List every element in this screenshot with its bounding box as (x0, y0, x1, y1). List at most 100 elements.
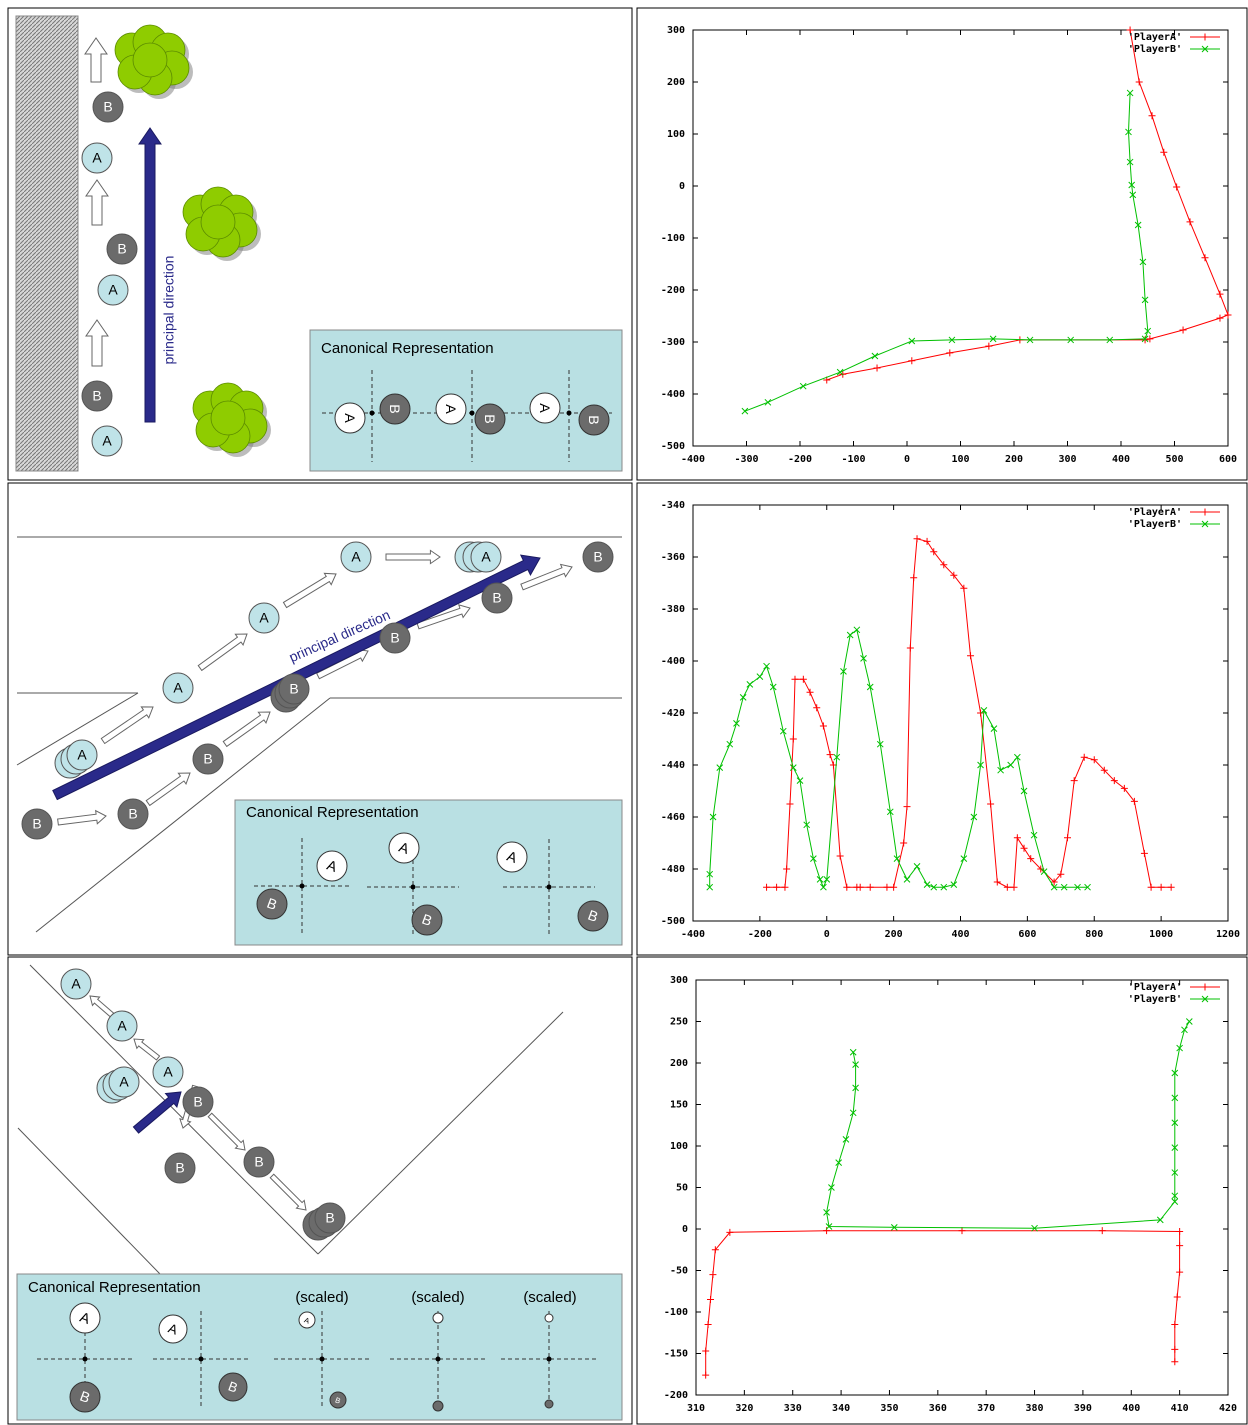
point-marker (1136, 79, 1143, 86)
y-tick-label: 0 (679, 181, 685, 192)
point-marker (1173, 184, 1180, 191)
point-marker (843, 884, 850, 891)
point-marker (977, 710, 984, 717)
tree (211, 401, 245, 435)
point-marker (1158, 884, 1165, 891)
point-marker (781, 884, 788, 891)
y-tick-label: -400 (661, 656, 685, 667)
point-marker (1021, 845, 1028, 852)
point-marker (1225, 311, 1232, 318)
point-marker (1180, 327, 1187, 334)
x-tick-label: 0 (904, 454, 910, 465)
point-marker (702, 1372, 709, 1379)
point-marker (900, 840, 907, 847)
point-marker (843, 1136, 849, 1142)
road-edge (318, 1012, 563, 1254)
y-tick-label: -500 (661, 441, 685, 452)
player-label: B (492, 590, 501, 606)
panel-frame (637, 957, 1247, 1424)
point-marker (987, 801, 994, 808)
point-marker (1011, 884, 1018, 891)
x-tick-label: 360 (929, 1403, 947, 1414)
scaled-label: (scaled) (295, 1289, 348, 1306)
y-tick-label: 0 (682, 1224, 688, 1235)
x-tick-label: -300 (734, 454, 758, 465)
x-tick-label: 320 (735, 1403, 753, 1414)
legend-label: 'PlayerB' (1128, 994, 1182, 1005)
y-tick-label: 300 (667, 25, 685, 36)
x-tick-label: 0 (824, 929, 830, 940)
figure: BABABAprincipal directionCanonical Repre… (0, 0, 1248, 1425)
x-tick-label: 350 (880, 1403, 898, 1414)
point-marker (994, 879, 1001, 886)
y-tick-label: -460 (661, 812, 685, 823)
y-tick-label: -440 (661, 760, 685, 771)
y-tick-label: 150 (670, 1100, 688, 1111)
point-marker (951, 882, 957, 888)
player-label: A (77, 747, 87, 763)
origin-dot (547, 885, 552, 890)
point-marker (883, 884, 890, 891)
point-marker (733, 720, 739, 726)
series-line (710, 630, 1088, 887)
arrow (146, 773, 190, 805)
player-label: B (289, 681, 298, 697)
y-tick-label: -340 (661, 500, 685, 511)
y-tick-label: -200 (661, 285, 685, 296)
point-marker (764, 663, 770, 669)
point-marker (790, 736, 797, 743)
series-line (827, 30, 1228, 380)
point-marker (747, 681, 753, 687)
x-tick-label: 380 (1026, 1403, 1044, 1414)
arrow (58, 811, 106, 825)
x-tick-label: -400 (681, 454, 705, 465)
player-label: B (117, 241, 126, 257)
point-marker (1148, 884, 1155, 891)
canonical-title: Canonical Representation (28, 1279, 201, 1296)
point-marker (820, 884, 826, 890)
x-tick-label: 400 (1112, 454, 1130, 465)
player-label: B (390, 630, 399, 646)
point-marker (1176, 1242, 1183, 1249)
point-marker (1071, 777, 1078, 784)
point-marker (1174, 1294, 1181, 1301)
point-marker (1014, 834, 1021, 841)
point-marker (1004, 884, 1011, 891)
tree (201, 205, 235, 239)
point-marker (1187, 218, 1194, 225)
point-marker (890, 884, 897, 891)
x-tick-label: 500 (1165, 454, 1183, 465)
point-marker (742, 408, 748, 414)
y-tick-label: -480 (661, 864, 685, 875)
y-tick-label: 300 (670, 975, 688, 986)
player-circle (433, 1313, 443, 1323)
point-marker (773, 884, 780, 891)
x-tick-label: 370 (977, 1403, 995, 1414)
player-label: A (117, 1018, 127, 1034)
arrow (208, 1113, 245, 1150)
point-marker (1168, 884, 1175, 891)
player-circle (545, 1400, 553, 1408)
point-marker (914, 863, 920, 869)
wall (16, 16, 78, 471)
y-tick-label: 100 (667, 129, 685, 140)
y-tick-label: 200 (667, 77, 685, 88)
x-tick-label: 800 (1085, 929, 1103, 940)
point-marker (800, 676, 807, 683)
x-tick-label: -400 (681, 929, 705, 940)
arrow (386, 550, 440, 563)
point-marker (867, 884, 874, 891)
y-tick-label: 100 (670, 1141, 688, 1152)
point-marker (827, 751, 834, 758)
point-marker (1171, 1358, 1178, 1365)
plot-frame (696, 980, 1228, 1395)
x-tick-label: -100 (841, 454, 865, 465)
point-marker (857, 884, 864, 891)
x-tick-label: 330 (784, 1403, 802, 1414)
point-marker (1149, 112, 1156, 119)
x-tick-label: 310 (687, 1403, 705, 1414)
origin-dot (199, 1357, 204, 1362)
point-marker (836, 1160, 842, 1166)
player-label: B (175, 1160, 184, 1176)
player-label: A (442, 404, 458, 414)
